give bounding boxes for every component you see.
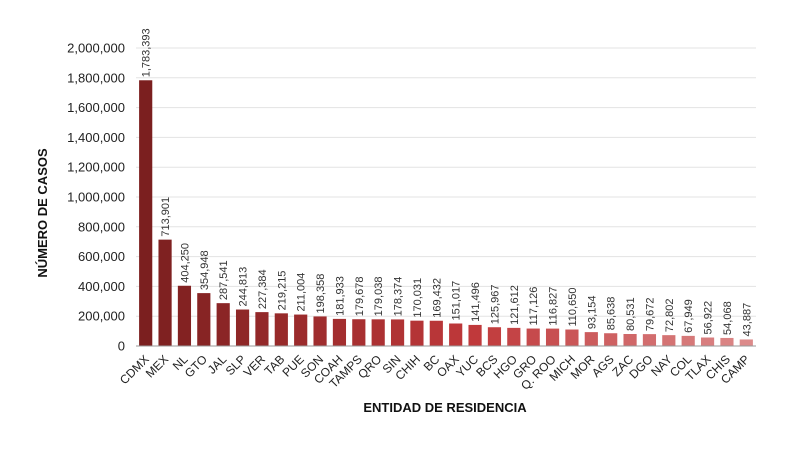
bar xyxy=(449,323,463,346)
bar xyxy=(545,328,560,346)
data-label: 151,017 xyxy=(451,281,463,321)
bar xyxy=(197,293,211,346)
y-tick-label: 600,000 xyxy=(78,249,125,264)
x-axis: CDMXMEXNLGTOJALSLPVERTABPUESONCOAHTAMPSQ… xyxy=(117,345,756,393)
data-label: 713,901 xyxy=(160,197,172,237)
bar xyxy=(487,327,502,346)
data-label: 227,384 xyxy=(257,269,269,309)
data-label: 56,922 xyxy=(703,301,715,335)
bar xyxy=(468,324,482,346)
y-tick-label: 400,000 xyxy=(78,279,125,294)
data-label: 121,612 xyxy=(509,285,521,325)
data-label: 287,541 xyxy=(218,260,230,300)
bar xyxy=(390,319,405,346)
bar xyxy=(352,319,366,346)
data-label: 93,154 xyxy=(586,295,598,329)
data-label: 170,031 xyxy=(412,278,424,318)
y-tick-label: 800,000 xyxy=(78,219,125,234)
y-tick-label: 200,000 xyxy=(78,309,125,324)
y-tick-label: 1,200,000 xyxy=(67,160,125,175)
bar xyxy=(313,316,327,346)
data-label: 110,650 xyxy=(567,288,579,327)
data-labels: 1,783,393 713,901 404,250 354,948 287,541 244… xyxy=(141,28,754,336)
data-label: 1,783,393 xyxy=(141,28,153,77)
y-tick-label: 0 xyxy=(118,339,125,354)
data-label: 85,638 xyxy=(606,297,618,331)
data-label: 181,933 xyxy=(334,276,346,316)
bar xyxy=(158,239,172,346)
bar xyxy=(507,327,521,346)
y-axis-title: NÚMERO DE CASOS xyxy=(35,148,50,278)
bar xyxy=(584,332,598,346)
data-label: 80,531 xyxy=(625,297,637,331)
bar xyxy=(739,339,753,346)
data-label: 117,126 xyxy=(528,287,540,326)
data-label: 179,038 xyxy=(373,277,385,317)
data-label: 169,432 xyxy=(431,278,443,318)
data-label: 67,949 xyxy=(683,299,695,333)
data-label: 244,813 xyxy=(238,267,250,307)
bar xyxy=(642,334,657,346)
data-label: 116,827 xyxy=(548,287,560,326)
bar xyxy=(700,337,715,346)
data-label: 141,496 xyxy=(470,282,482,322)
y-tick-label: 1,400,000 xyxy=(67,130,125,145)
data-label: 211,004 xyxy=(296,273,308,312)
x-axis-title: ENTIDAD DE RESIDENCIA xyxy=(363,400,527,415)
bar xyxy=(139,80,153,346)
y-tick-label: 1,800,000 xyxy=(67,70,125,85)
data-label: 219,215 xyxy=(276,271,288,311)
bar xyxy=(235,309,250,346)
bar xyxy=(216,303,230,346)
bars xyxy=(139,80,753,346)
data-label: 43,887 xyxy=(741,303,753,337)
bar xyxy=(410,320,424,346)
data-label: 198,358 xyxy=(315,274,327,314)
data-label: 178,374 xyxy=(393,277,405,317)
bar xyxy=(274,313,288,346)
data-label: 125,967 xyxy=(489,284,501,324)
data-label: 79,672 xyxy=(644,297,656,331)
bar xyxy=(662,335,676,346)
y-tick-label: 2,000,000 xyxy=(67,41,125,56)
bar xyxy=(526,328,540,346)
bar xyxy=(565,329,579,346)
grid-lines xyxy=(136,47,756,317)
data-label: 72,802 xyxy=(664,298,676,332)
y-tick-label: 1,600,000 xyxy=(67,100,125,115)
bar xyxy=(255,312,269,346)
x-tick-label: MEX xyxy=(143,352,171,380)
bar xyxy=(604,333,618,346)
bar xyxy=(623,334,637,346)
bar xyxy=(371,319,385,346)
bar xyxy=(332,318,347,346)
y-axis: 0 200,000 400,000 600,000 800,000 1,000,000 1,… xyxy=(67,41,125,354)
data-label: 54,068 xyxy=(722,301,734,335)
bar xyxy=(177,285,192,346)
y-tick-label: 1,000,000 xyxy=(67,190,125,205)
data-label: 354,948 xyxy=(199,250,211,290)
data-label: 404,250 xyxy=(179,243,191,283)
bar xyxy=(720,337,734,346)
bar xyxy=(681,335,695,346)
bar xyxy=(429,320,443,346)
data-label: 179,678 xyxy=(354,276,366,316)
bar xyxy=(294,314,308,346)
